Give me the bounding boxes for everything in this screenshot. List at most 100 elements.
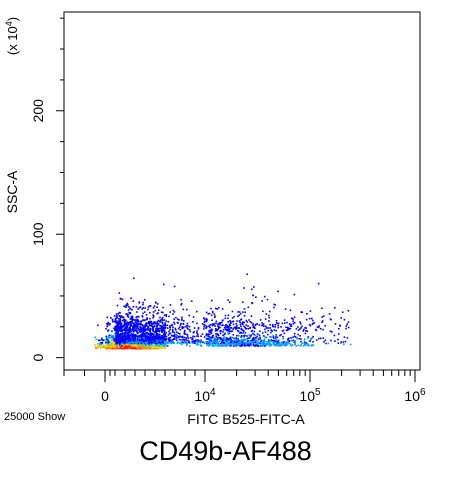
scatter-point	[161, 341, 164, 343]
scatter-point	[144, 330, 147, 332]
y-tick-label: 200	[30, 99, 46, 123]
scatter-point	[134, 342, 137, 345]
scatter-point	[130, 320, 133, 323]
scatter-point	[215, 344, 217, 346]
scatter-point	[151, 343, 154, 346]
scatter-point	[124, 331, 127, 334]
scatter-point	[173, 318, 175, 320]
scatter-point	[168, 330, 170, 333]
scatter-point	[276, 345, 279, 347]
scatter-point	[138, 320, 140, 323]
scatter-point	[144, 341, 147, 344]
scatter-point	[238, 320, 241, 322]
scatter-point	[137, 341, 140, 343]
scatter-point	[238, 340, 241, 343]
scatter-point	[304, 343, 306, 346]
scatter-point	[165, 331, 167, 334]
scatter-point	[196, 343, 198, 346]
scatter-point	[138, 337, 140, 340]
scatter-point	[241, 341, 243, 343]
scatter-point	[205, 320, 208, 323]
scatter-point	[152, 347, 154, 349]
scatter-point	[250, 288, 253, 291]
scatter-point	[132, 338, 135, 340]
scatter-point	[111, 345, 113, 347]
scatter-point	[274, 337, 276, 340]
scatter-point	[270, 331, 272, 334]
scatter-point	[132, 347, 134, 349]
scatter-point	[228, 330, 231, 333]
scatter-point	[124, 328, 127, 331]
scatter-point	[158, 327, 161, 330]
scatter-point	[310, 345, 313, 347]
scatter-point	[213, 340, 215, 342]
scatter-point	[186, 327, 189, 329]
scatter-point	[149, 345, 151, 347]
scatter-point	[235, 328, 237, 330]
scatter-point	[160, 311, 163, 313]
scatter-point	[267, 329, 270, 332]
scatter-point	[288, 337, 290, 340]
scatter-point	[139, 341, 142, 343]
scatter-point	[254, 341, 257, 344]
scatter-point	[143, 338, 145, 340]
scatter-point	[223, 333, 226, 336]
scatter-point	[176, 321, 179, 324]
scatter-point	[299, 335, 301, 337]
scatter-point	[135, 344, 137, 346]
scatter-point	[161, 336, 163, 339]
scatter-point	[235, 344, 237, 346]
scatter-point	[138, 347, 141, 349]
scatter-point	[157, 341, 159, 343]
scatter-point	[138, 307, 141, 309]
scatter-point	[187, 337, 190, 340]
scatter-point	[227, 331, 229, 334]
scatter-point	[131, 333, 133, 335]
scatter-point	[254, 339, 257, 342]
scatter-point	[208, 343, 210, 346]
scatter-point	[161, 318, 163, 320]
scatter-point	[160, 346, 163, 349]
scatter-point	[228, 323, 231, 326]
scatter-point	[277, 326, 280, 329]
scatter-point	[221, 321, 223, 324]
scatter-point	[283, 319, 286, 321]
scatter-point	[155, 302, 157, 304]
scatter-point	[209, 342, 211, 345]
scatter-point	[160, 339, 162, 342]
scatter-point	[141, 334, 143, 337]
scatter-point	[243, 338, 246, 340]
scatter-point	[252, 324, 254, 327]
scatter-point	[243, 335, 245, 337]
scatter-point	[127, 314, 129, 317]
scatter-point	[167, 321, 170, 323]
scatter-point	[228, 328, 231, 330]
scatter-point	[119, 328, 121, 330]
scatter-point	[126, 331, 128, 334]
scatter-point	[150, 320, 152, 323]
scatter-point	[130, 318, 132, 321]
scatter-point	[347, 326, 350, 329]
scatter-point	[331, 331, 333, 333]
scatter-point	[226, 325, 229, 327]
scatter-point	[230, 330, 232, 333]
scatter-point	[158, 346, 161, 349]
scatter-point	[229, 336, 232, 339]
scatter-point	[120, 332, 122, 335]
scatter-point	[157, 330, 159, 332]
scatter-point	[135, 325, 138, 327]
scatter-point	[127, 330, 130, 332]
scatter-point	[273, 341, 276, 344]
scatter-point	[209, 339, 212, 341]
scatter-point	[290, 344, 293, 347]
scatter-point	[254, 324, 257, 326]
scatter-point	[240, 339, 243, 341]
scatter-point	[264, 328, 266, 331]
scatter-point	[128, 346, 131, 348]
scatter-point	[101, 341, 103, 344]
scatter-point	[192, 331, 195, 334]
scatter-point	[147, 347, 149, 349]
scatter-point	[282, 341, 285, 344]
scatter-point	[116, 326, 118, 328]
scatter-point	[211, 319, 213, 321]
